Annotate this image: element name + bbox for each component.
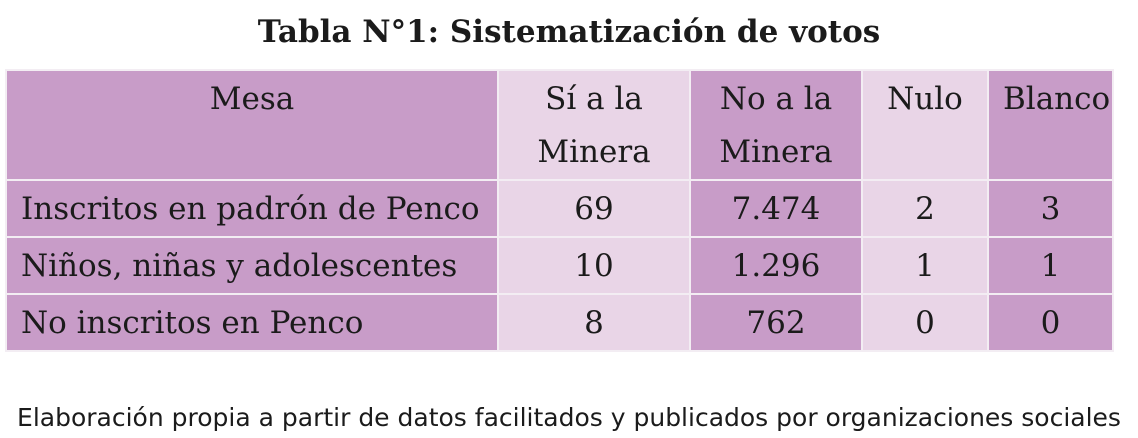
table-row: Niños, niñas y adolescentes 10 1.296 1 1 (5, 236, 1114, 295)
header-mesa: Mesa (5, 69, 499, 181)
cell-no: 7.474 (689, 179, 863, 238)
cell-si: 69 (497, 179, 691, 238)
header-si-a-la-minera: Sí a la Minera (497, 69, 691, 181)
cell-blanco: 3 (987, 179, 1114, 238)
source-footnote: Elaboración propia a partir de datos fac… (17, 403, 1121, 432)
header-no-a-la-minera: No a la Minera (689, 69, 863, 181)
table-title: Tabla N°1: Sistematización de votos (257, 14, 881, 50)
cell-mesa: Niños, niñas y adolescentes (5, 236, 499, 295)
cell-mesa: Inscritos en padrón de Penco (5, 179, 499, 238)
votes-table: Mesa Sí a la Minera No a la Minera Nulo … (5, 69, 1114, 352)
header-nulo: Nulo (861, 69, 989, 181)
table-row: Inscritos en padrón de Penco 69 7.474 2 … (5, 179, 1114, 238)
cell-si: 8 (497, 293, 691, 352)
cell-mesa: No inscritos en Penco (5, 293, 499, 352)
cell-nulo: 2 (861, 179, 989, 238)
header-blanco: Blanco (987, 69, 1114, 181)
cell-blanco: 1 (987, 236, 1114, 295)
cell-nulo: 1 (861, 236, 989, 295)
cell-blanco: 0 (987, 293, 1114, 352)
table-header-row: Mesa Sí a la Minera No a la Minera Nulo … (5, 69, 1114, 181)
cell-nulo: 0 (861, 293, 989, 352)
cell-no: 762 (689, 293, 863, 352)
cell-no: 1.296 (689, 236, 863, 295)
table-row: No inscritos en Penco 8 762 0 0 (5, 293, 1114, 352)
cell-si: 10 (497, 236, 691, 295)
